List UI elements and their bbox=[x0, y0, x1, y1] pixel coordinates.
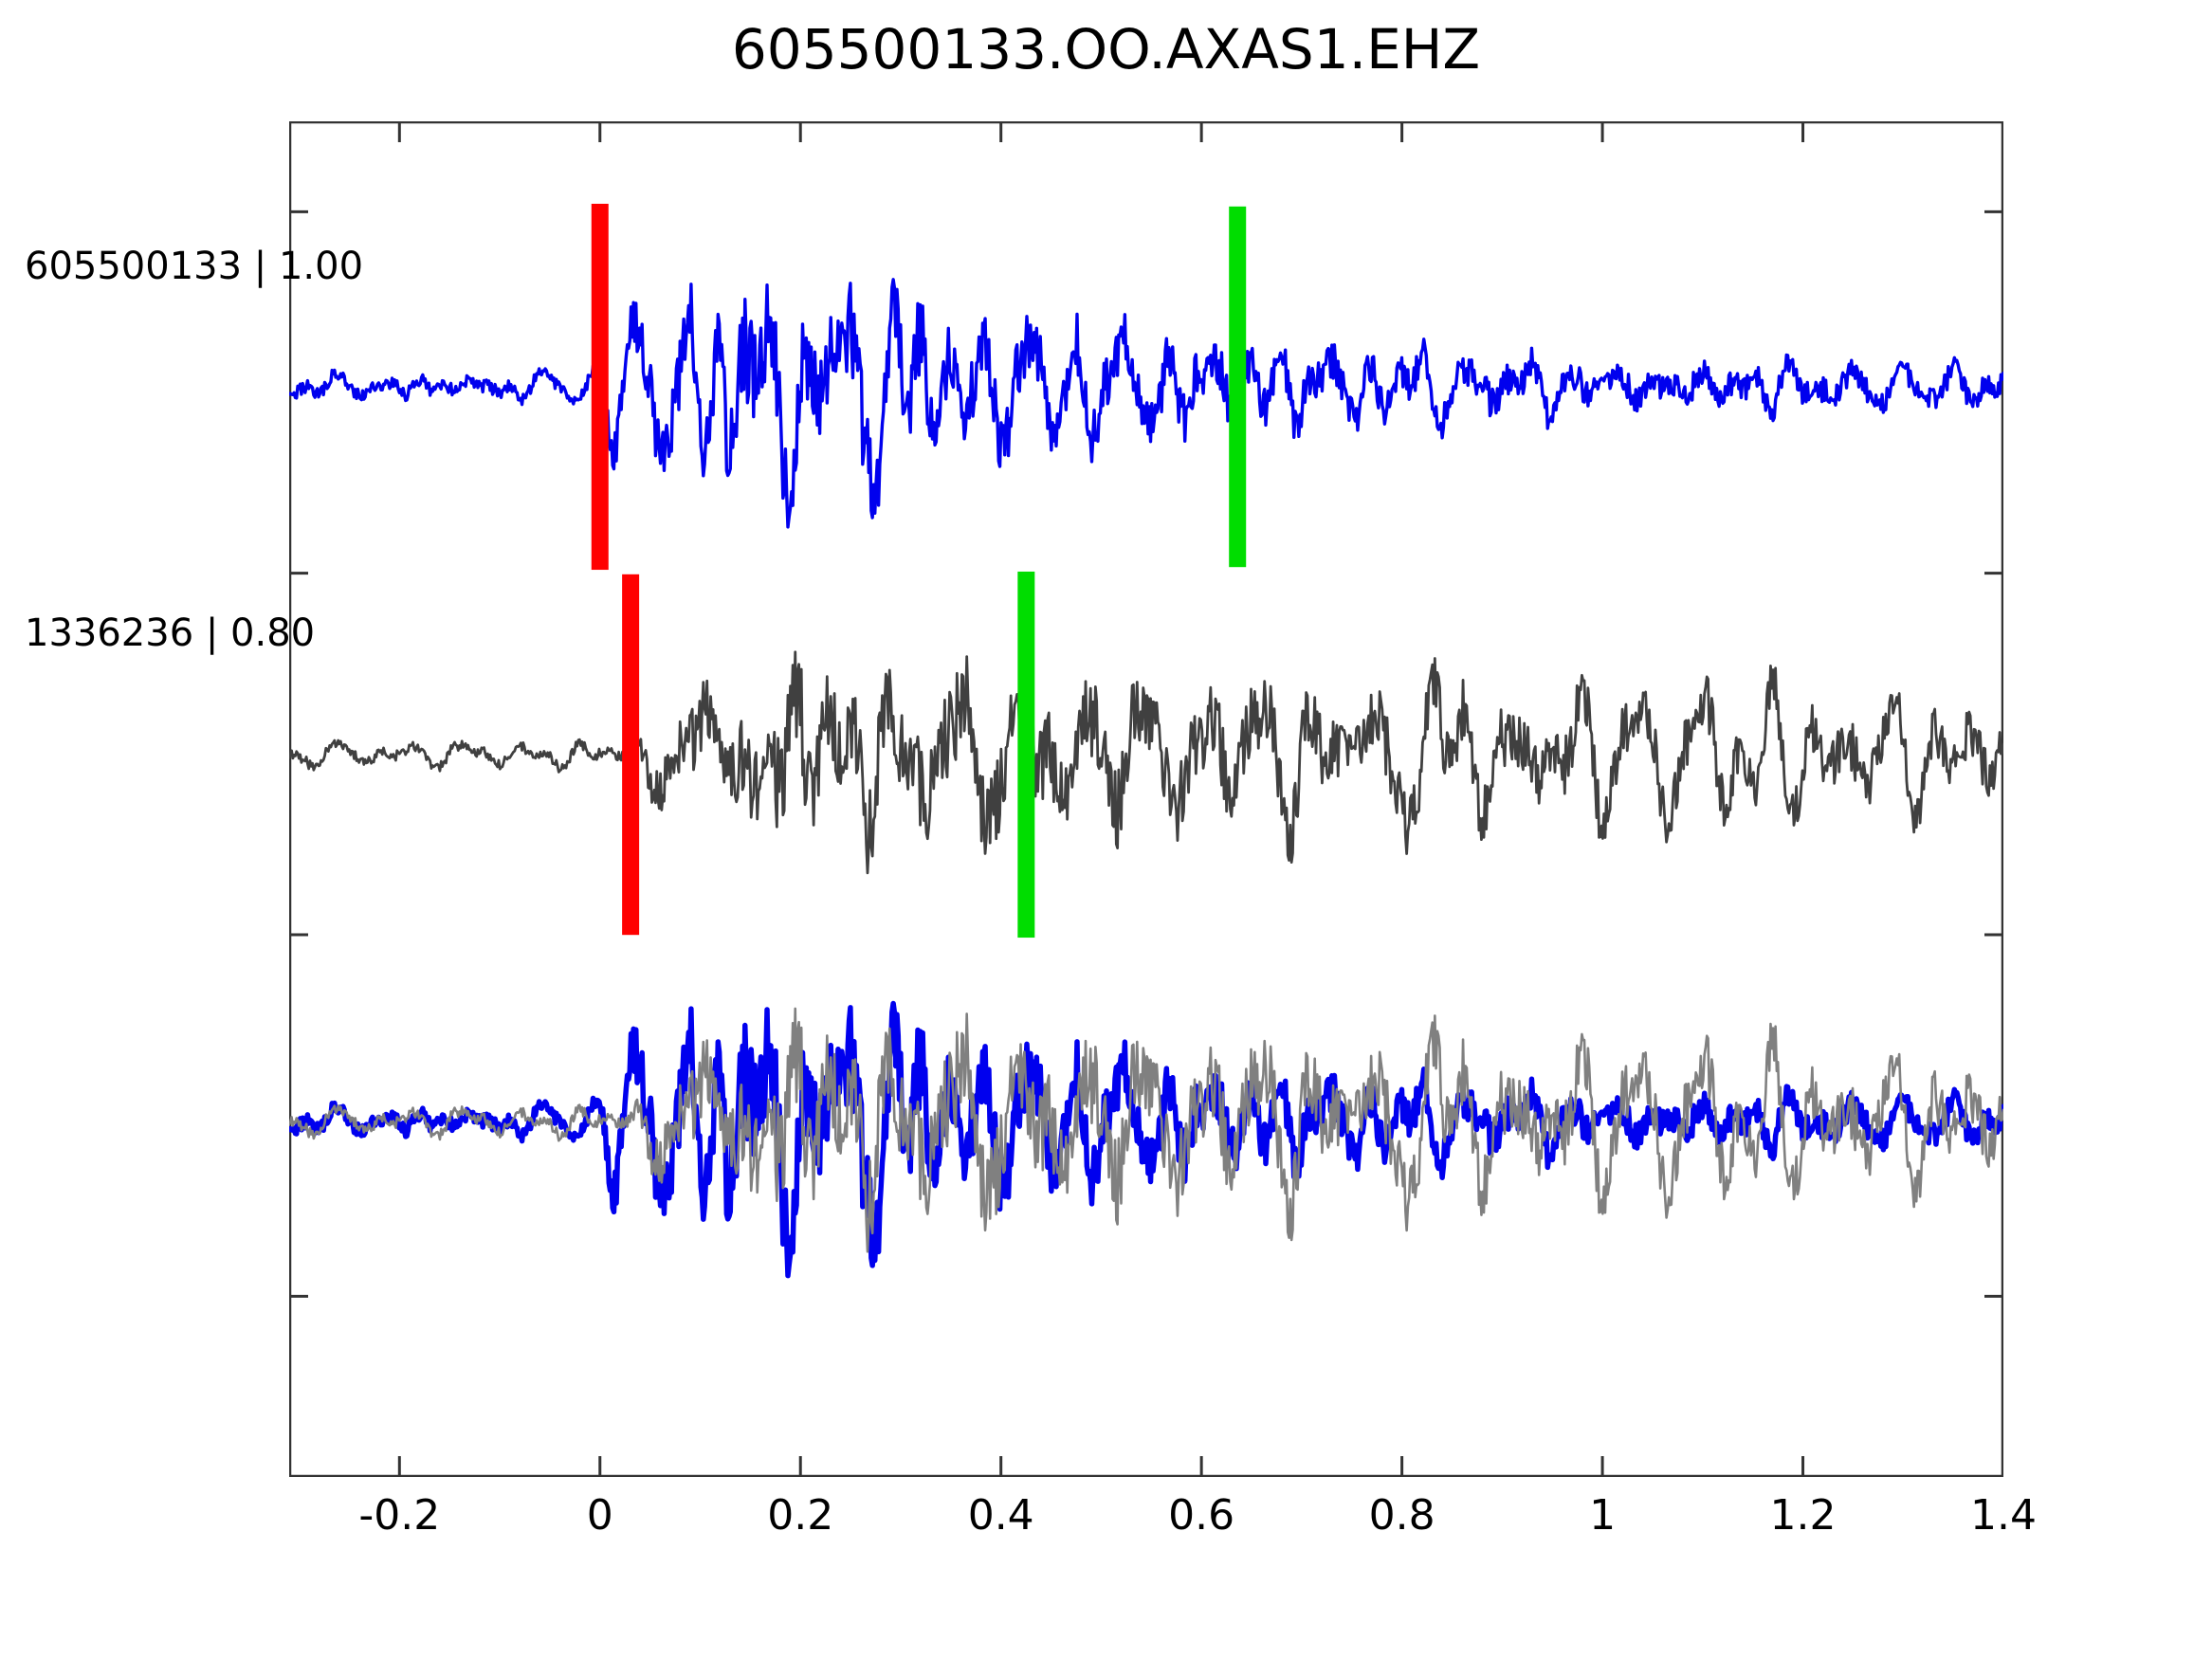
trace-label-605500133: 605500133 | 1.00 bbox=[25, 245, 364, 288]
waveform-trace-1336236 bbox=[289, 650, 2003, 875]
page-title: 605500133.OO.AXAS1.EHZ bbox=[731, 17, 1481, 82]
p-pick-marker bbox=[622, 574, 640, 936]
s-pick-marker bbox=[1017, 571, 1035, 939]
p-pick-marker bbox=[591, 203, 609, 571]
trace-label-1336236: 1336236 | 0.80 bbox=[25, 611, 316, 655]
waveform-trace-605500133-overlay bbox=[289, 1000, 2003, 1279]
x-tick-label: 0.2 bbox=[767, 1491, 834, 1540]
x-tick-label: 0 bbox=[586, 1491, 613, 1540]
x-tick-label: 0.8 bbox=[1368, 1491, 1435, 1540]
waveform-trace-605500133 bbox=[289, 278, 2003, 529]
x-tick-label: 0.6 bbox=[1168, 1491, 1235, 1540]
x-tick-label: 1 bbox=[1589, 1491, 1617, 1540]
waveform-plot-svg bbox=[289, 121, 2003, 1477]
waveform-trace-1336236-overlay bbox=[289, 1007, 2003, 1253]
s-pick-marker bbox=[1229, 206, 1247, 568]
x-tick-label: 1.4 bbox=[1970, 1491, 2037, 1540]
plot-area bbox=[289, 121, 2003, 1477]
x-tick-label: 1.2 bbox=[1769, 1491, 1837, 1540]
x-tick-label: 0.4 bbox=[967, 1491, 1034, 1540]
x-tick-label: -0.2 bbox=[358, 1491, 441, 1540]
plot-frame bbox=[289, 121, 2003, 1477]
